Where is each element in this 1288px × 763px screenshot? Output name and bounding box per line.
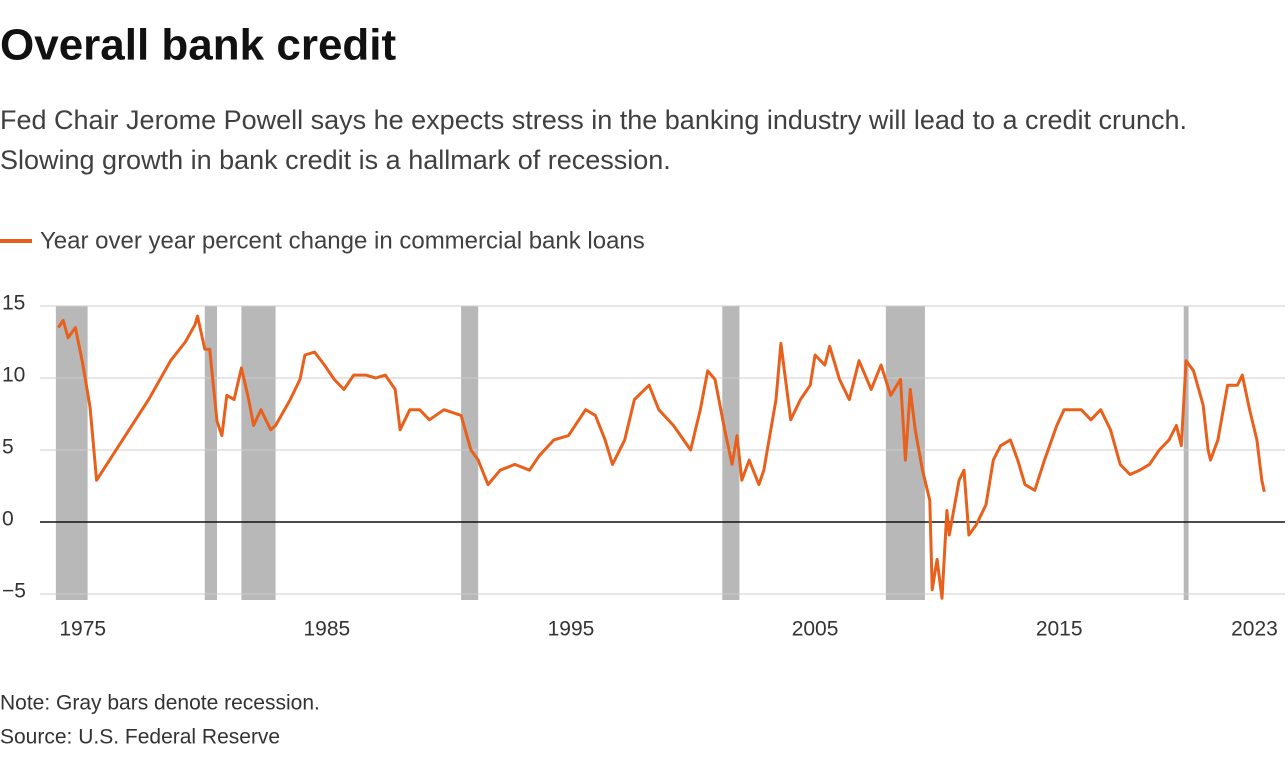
- chart-title: Overall bank credit: [0, 21, 397, 70]
- recession-bar: [55, 306, 88, 600]
- recession-bar: [241, 306, 276, 600]
- subtitle-box: Fed Chair Jerome Powell says he expects …: [0, 105, 1188, 175]
- source: Source: U.S. Federal Reserve: [0, 726, 280, 749]
- x-tick-label: 1975: [59, 618, 106, 641]
- x-tick-label: 1995: [548, 618, 595, 641]
- data-line: [57, 314, 1266, 600]
- y-tick-label: −5: [2, 580, 26, 603]
- x-tick-label: 2005: [792, 618, 839, 641]
- recession-bar: [461, 306, 479, 600]
- y-tick-label: 5: [2, 436, 14, 459]
- y-tick-label: 0: [2, 508, 14, 531]
- x-tick-label: 2023: [1231, 618, 1278, 641]
- chart-subtitle: Fed Chair Jerome Powell says he expects …: [0, 105, 1188, 175]
- y-tick-label: 10: [2, 364, 25, 387]
- note: Note: Gray bars denote recession.: [0, 692, 320, 715]
- legend-label: Year over year percent change in commerc…: [40, 227, 645, 254]
- x-tick-label: 1985: [303, 618, 350, 641]
- recession-bar: [1183, 306, 1189, 600]
- y-tick-label: 15: [2, 292, 25, 315]
- x-tick-label: 2015: [1036, 618, 1083, 641]
